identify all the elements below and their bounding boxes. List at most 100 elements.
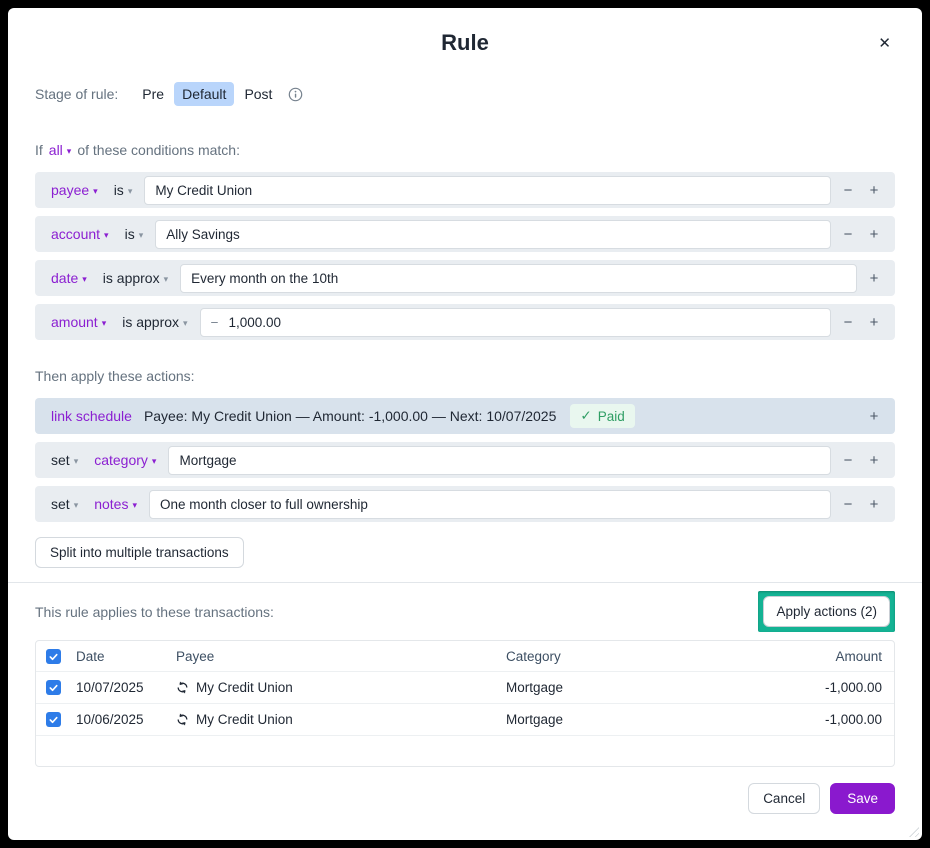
remove-condition-button[interactable]: − (839, 315, 857, 330)
chevron-down-icon: ▾ (82, 274, 87, 284)
add-condition-button[interactable]: + (865, 183, 883, 198)
schedule-description: Payee: My Credit Union — Amount: -1,000.… (143, 408, 557, 424)
cancel-button[interactable]: Cancel (748, 783, 821, 814)
chevron-down-icon: ▾ (104, 230, 109, 240)
stage-option-pre[interactable]: Pre (134, 82, 172, 106)
operator-dropdown[interactable]: is ▾ (121, 226, 148, 242)
match-operator-dropdown[interactable]: all ▾ (48, 142, 72, 158)
remove-action-button[interactable]: − (839, 453, 857, 468)
action-verb-dropdown[interactable]: set ▾ (47, 452, 82, 468)
cell-payee: My Credit Union (176, 680, 506, 695)
action-field-dropdown[interactable]: category ▾ (90, 452, 160, 468)
close-icon[interactable]: ✕ (874, 32, 895, 54)
action-value-input[interactable]: Mortgage (168, 445, 831, 475)
condition-value-input[interactable]: Ally Savings (155, 219, 831, 249)
add-action-button[interactable]: + (865, 453, 883, 468)
chevron-down-icon: ▾ (66, 146, 72, 156)
add-condition-button[interactable]: + (865, 227, 883, 242)
recurring-icon (177, 681, 188, 694)
condition-row-amount: amount ▾ is approx ▾ −1,000.00 − + (35, 304, 895, 340)
table-header-row: Date Payee Category Amount (36, 641, 894, 672)
add-action-button[interactable]: + (865, 409, 883, 424)
cell-payee: My Credit Union (176, 712, 506, 727)
operator-dropdown[interactable]: is approx ▾ (99, 270, 172, 286)
cell-category: Mortgage (506, 712, 564, 727)
save-button[interactable]: Save (830, 783, 895, 814)
chevron-down-icon: ▾ (101, 318, 107, 328)
cell-amount: -1,000.00 (824, 680, 882, 695)
cell-date: 10/07/2025 (76, 680, 144, 695)
conditions-list: payee ▾ is ▾ My Credit Union − + account ▾ … (35, 172, 895, 340)
field-dropdown[interactable]: payee ▾ (47, 182, 102, 198)
chevron-down-icon: ▾ (73, 500, 79, 510)
chevron-down-icon: ▾ (151, 456, 157, 466)
negative-sign-toggle[interactable]: − (210, 314, 219, 330)
actions-list: link schedule Payee: My Credit Union — A… (35, 398, 895, 522)
chevron-down-icon: ▾ (138, 230, 144, 240)
field-dropdown[interactable]: account ▾ (47, 226, 113, 242)
row-checkbox[interactable] (46, 712, 61, 727)
split-transactions-button[interactable]: Split into multiple transactions (35, 537, 244, 568)
chevron-down-icon: ▾ (163, 274, 169, 284)
stage-option-default[interactable]: Default (174, 82, 235, 106)
paid-status-badge: ✓ Paid (570, 404, 635, 428)
remove-action-button[interactable]: − (839, 497, 857, 512)
cell-date: 10/06/2025 (76, 712, 144, 727)
conditions-suffix: of these conditions match: (77, 142, 240, 158)
row-checkbox[interactable] (46, 680, 61, 695)
remove-condition-button[interactable]: − (839, 183, 857, 198)
recurring-icon (177, 713, 188, 726)
select-all-checkbox[interactable] (46, 648, 61, 664)
field-dropdown[interactable]: date ▾ (47, 270, 91, 286)
conditions-intro: If all ▾ of these conditions match: (35, 142, 895, 158)
empty-table-row (36, 736, 894, 766)
table-row[interactable]: 10/06/2025 My Credit Union Mortgage -1,0… (36, 704, 894, 736)
rule-dialog: Rule ✕ Stage of rule: Pre Default Post I… (8, 8, 922, 840)
stage-of-rule-row: Stage of rule: Pre Default Post (35, 82, 895, 106)
column-header-payee: Payee (176, 648, 215, 664)
condition-value-input[interactable]: My Credit Union (144, 175, 831, 205)
field-dropdown[interactable]: amount ▾ (47, 314, 110, 330)
stage-label: Stage of rule: (35, 86, 119, 102)
action-row-notes: set ▾ notes ▾ One month closer to full own… (35, 486, 895, 522)
action-verb-dropdown[interactable]: set ▾ (47, 496, 82, 512)
operator-dropdown[interactable]: is ▾ (110, 182, 137, 198)
column-header-date: Date (76, 648, 105, 664)
operator-dropdown[interactable]: is approx ▾ (118, 314, 191, 330)
add-action-button[interactable]: + (865, 497, 883, 512)
apply-actions-button[interactable]: Apply actions (2) (763, 596, 890, 627)
dialog-header: Rule ✕ (35, 30, 895, 66)
transactions-table: Date Payee Category Amount 10/07/2025 My… (35, 640, 895, 767)
chevron-down-icon: ▾ (93, 186, 98, 196)
resize-handle[interactable] (909, 827, 919, 837)
if-label: If (35, 142, 43, 158)
condition-value-input[interactable]: −1,000.00 (199, 307, 831, 337)
transactions-title: This rule applies to these transactions: (35, 603, 274, 620)
dialog-title: Rule (441, 30, 489, 55)
action-field-dropdown[interactable]: notes ▾ (90, 496, 141, 512)
info-icon (288, 87, 303, 102)
link-schedule-button[interactable]: link schedule (47, 408, 136, 424)
condition-row-payee: payee ▾ is ▾ My Credit Union − + (35, 172, 895, 208)
highlight-annotation: Apply actions (2) (758, 591, 895, 632)
check-icon: ✓ (580, 408, 592, 423)
column-header-amount: Amount (835, 648, 882, 664)
condition-value-input[interactable]: Every month on the 10th (180, 263, 857, 293)
column-header-category: Category (506, 648, 561, 664)
transactions-header-row: This rule applies to these transactions:… (35, 591, 895, 632)
stage-option-post[interactable]: Post (236, 82, 280, 106)
section-divider (8, 582, 922, 583)
add-condition-button[interactable]: + (865, 315, 883, 330)
cell-category: Mortgage (506, 680, 564, 695)
condition-row-account: account ▾ is ▾ Ally Savings − + (35, 216, 895, 252)
condition-row-date: date ▾ is approx ▾ Every month on the 10th… (35, 260, 895, 296)
remove-condition-button[interactable]: − (839, 227, 857, 242)
actions-title: Then apply these actions: (35, 368, 195, 384)
add-condition-button[interactable]: + (865, 271, 883, 286)
action-row-category: set ▾ category ▾ Mortgage − + (35, 442, 895, 478)
action-value-input[interactable]: One month closer to full ownership (149, 489, 831, 519)
cell-amount: -1,000.00 (824, 712, 882, 727)
table-row[interactable]: 10/07/2025 My Credit Union Mortgage -1,0… (36, 672, 894, 704)
linked-schedule-row: link schedule Payee: My Credit Union — A… (35, 398, 895, 434)
chevron-down-icon: ▾ (127, 186, 133, 196)
